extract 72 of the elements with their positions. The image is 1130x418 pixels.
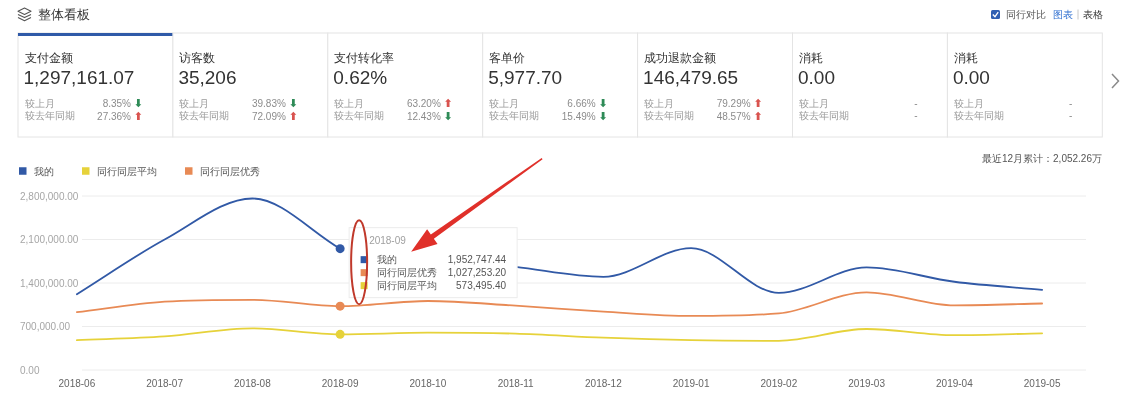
text: 最近12月累计：2,052.26万 [981, 152, 1102, 164]
text: 0.00 [798, 66, 835, 88]
text: 较去年同期 [179, 110, 230, 122]
text: 支付金额 [24, 50, 73, 65]
x-tick-label: 2018-07 [146, 378, 184, 389]
x-tick-label: 2018-11 [497, 378, 535, 389]
x-tick-label: 2018-12 [585, 378, 623, 389]
y-tick-label: 2,800,000.00 [20, 190, 79, 202]
text: 0.62% [333, 66, 388, 88]
text: 较去年同期 [644, 110, 695, 122]
text: 较去年同期 [953, 110, 1004, 122]
y-tick-label: 0.00 [20, 364, 40, 376]
x-tick-label: 2018-08 [234, 378, 272, 389]
text: - [914, 110, 918, 122]
text: - [1069, 97, 1073, 109]
annotation: 2018-09 [369, 235, 407, 247]
text: 整体看板 [38, 7, 90, 22]
text: 同行对比 [1006, 9, 1046, 20]
text: 消耗 [799, 50, 823, 65]
x-tick-label: 2019-05 [1023, 378, 1061, 389]
text: 39.83% ⬇ [251, 97, 298, 109]
text: 消耗 [953, 50, 978, 65]
legend-label: 我的 [377, 254, 398, 266]
text: 成功退款金额 [644, 50, 717, 65]
text: 较去年同期 [24, 110, 75, 122]
text: 访客数 [179, 50, 216, 65]
text: 较上月 [179, 97, 210, 109]
text: 1,297,161.07 [23, 66, 135, 88]
text: 79.29% ⬆ [716, 97, 763, 109]
x-tick-label: 2018-06 [58, 378, 96, 389]
legend: 我的 同行同层平均 同行同层优秀 [19, 165, 260, 177]
text: 15.49% ⬇ [561, 109, 608, 122]
text: 支付转化率 [334, 50, 395, 65]
annotation: 573,495.40 [456, 280, 507, 292]
y-tick-label: 2,100,000.00 [20, 234, 79, 245]
text: 表格 [1083, 9, 1103, 20]
text: 146,479.65 [643, 66, 739, 88]
text: 较上月 [24, 97, 55, 109]
annotation: 1,952,747.44 [447, 254, 507, 266]
text: 较去年同期 [489, 110, 540, 122]
text: 较上月 [489, 97, 520, 109]
text: 较去年同期 [799, 110, 849, 122]
text: 较上月 [644, 97, 675, 109]
text: 35,206 [178, 66, 237, 88]
x-tick-label: 2019-01 [672, 378, 710, 389]
text: 6.66% ⬇ [567, 97, 608, 109]
text: 图表 [1053, 9, 1073, 20]
text: 较上月 [953, 97, 984, 109]
x-tick-label: 2018-09 [321, 378, 359, 389]
legend-label: 同行同层优秀 [377, 267, 438, 279]
text: 12.43% ⬇ [406, 109, 453, 122]
text: 48.57% ⬆ [716, 109, 763, 122]
text: - [1069, 110, 1073, 122]
text: 8.35% ⬇ [102, 97, 143, 109]
text: 27.36% ⬆ [97, 109, 143, 122]
y-tick-label: 1,400,000.00 [20, 277, 79, 289]
text: 较去年同期 [334, 110, 385, 122]
y-tick-label: 700,000.00 [20, 321, 71, 332]
text: 客单价 [489, 50, 526, 65]
x-tick-label: 2019-02 [760, 378, 798, 389]
text: 5,977.70 [488, 66, 563, 88]
legend-label: 同行同层平均 [377, 280, 438, 292]
text: 较上月 [799, 97, 829, 109]
text: - [914, 97, 918, 109]
x-tick-label: 2019-03 [848, 378, 886, 389]
text: 0.00 [952, 66, 990, 88]
x-tick-label: 2019-04 [936, 378, 974, 389]
text: 较上月 [334, 97, 365, 109]
x-tick-label: 2018-10 [409, 378, 447, 389]
annotation: 1,027,253.20 [447, 267, 507, 279]
text: 63.20% ⬆ [406, 97, 453, 109]
text: 72.09% ⬆ [251, 109, 298, 122]
